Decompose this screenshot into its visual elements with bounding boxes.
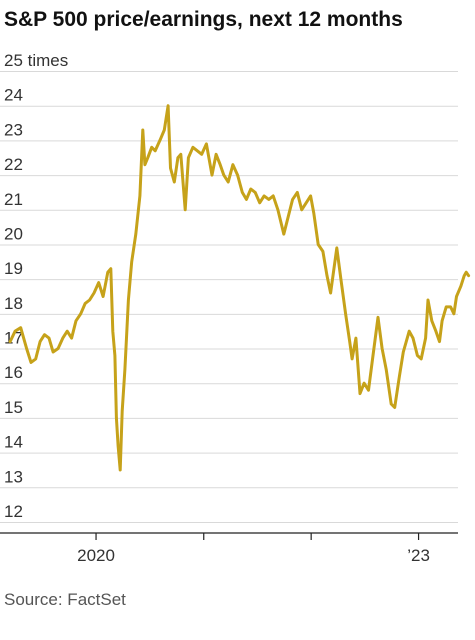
y-tick-label: 14 <box>4 433 23 452</box>
y-tick-label: 16 <box>4 363 23 382</box>
y-tick-label: 24 <box>4 86 23 105</box>
x-tick-label: ’23 <box>407 546 430 565</box>
x-axis: 2020 ’23 <box>0 532 458 565</box>
series-line <box>8 104 471 472</box>
y-tick-label: 20 <box>4 224 23 243</box>
x-tick-label: 2020 <box>77 546 115 565</box>
gridlines <box>0 71 458 523</box>
y-tick-label: 23 <box>4 120 23 139</box>
y-tick-label: 19 <box>4 259 23 278</box>
y-tick-label: 18 <box>4 294 23 313</box>
y-tick-label: 21 <box>4 190 23 209</box>
y-tick-label: 25 times <box>4 51 68 70</box>
y-tick-label: 22 <box>4 155 23 174</box>
y-tick-label: 13 <box>4 467 23 486</box>
series-layer <box>8 104 471 472</box>
y-tick-label: 15 <box>4 398 23 417</box>
y-tick-label: 12 <box>4 502 23 521</box>
chart-title: S&P 500 price/earnings, next 12 months <box>4 8 403 31</box>
source-note: Source: FactSet <box>4 590 126 609</box>
